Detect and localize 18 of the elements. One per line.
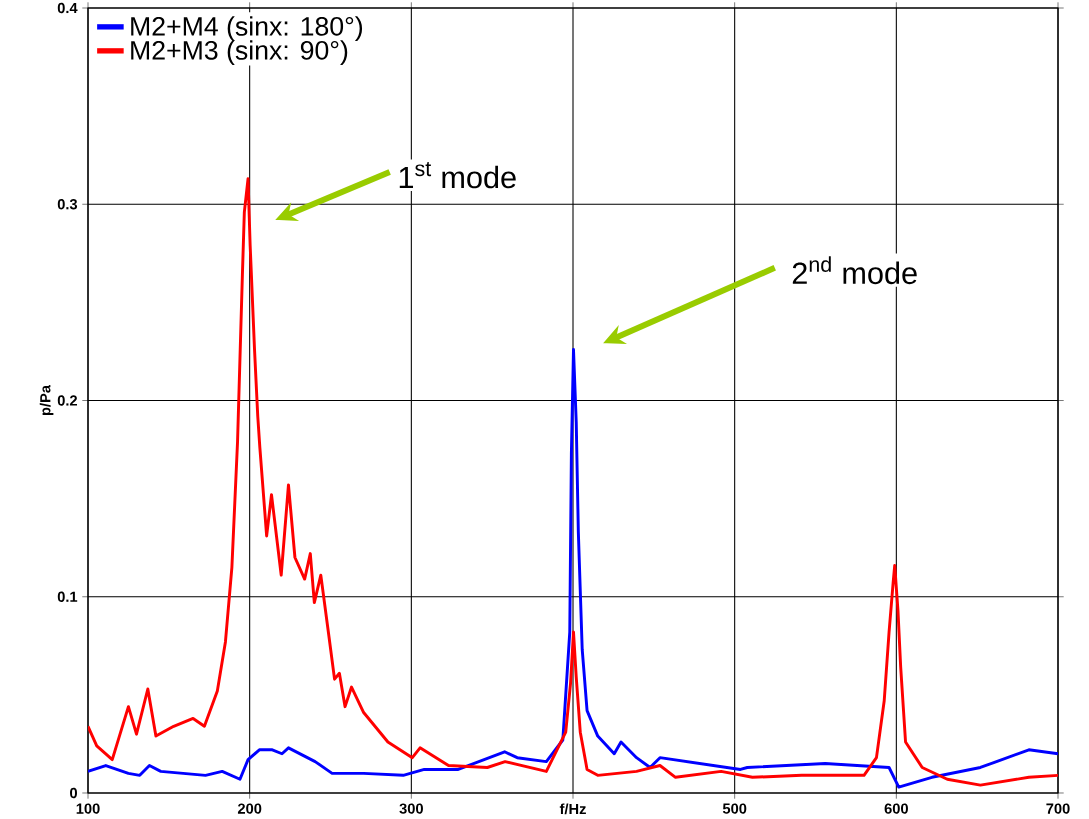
y-tick-label: 0 xyxy=(70,787,77,799)
x-tick-label: 500 xyxy=(722,803,747,814)
x-tick-label: 700 xyxy=(1046,803,1070,814)
y-tick-label: 0.2 xyxy=(57,395,78,406)
y-tick-label: 0.3 xyxy=(57,199,78,210)
legend-label: M2+M4 (sinx: 180°) xyxy=(131,16,363,42)
y-tick-label: 0.4 xyxy=(57,2,78,14)
annotation: 2$^{nd}$ mode xyxy=(792,256,917,285)
x-tick-label: 300 xyxy=(399,803,423,814)
y-axis-title: p/Pa xyxy=(39,384,54,416)
legend-label: M2+M3 (sinx: 90°) xyxy=(131,40,348,66)
x-tick-label: f/Hz xyxy=(559,803,586,815)
annotation: 1$^{st}$ mode xyxy=(399,162,516,189)
x-tick-label: 200 xyxy=(237,803,262,814)
line-series xyxy=(88,348,1059,789)
x-tick-label: 100 xyxy=(76,803,100,814)
x-tick-label: 600 xyxy=(884,803,908,814)
y-tick-label: 0.1 xyxy=(57,591,78,602)
